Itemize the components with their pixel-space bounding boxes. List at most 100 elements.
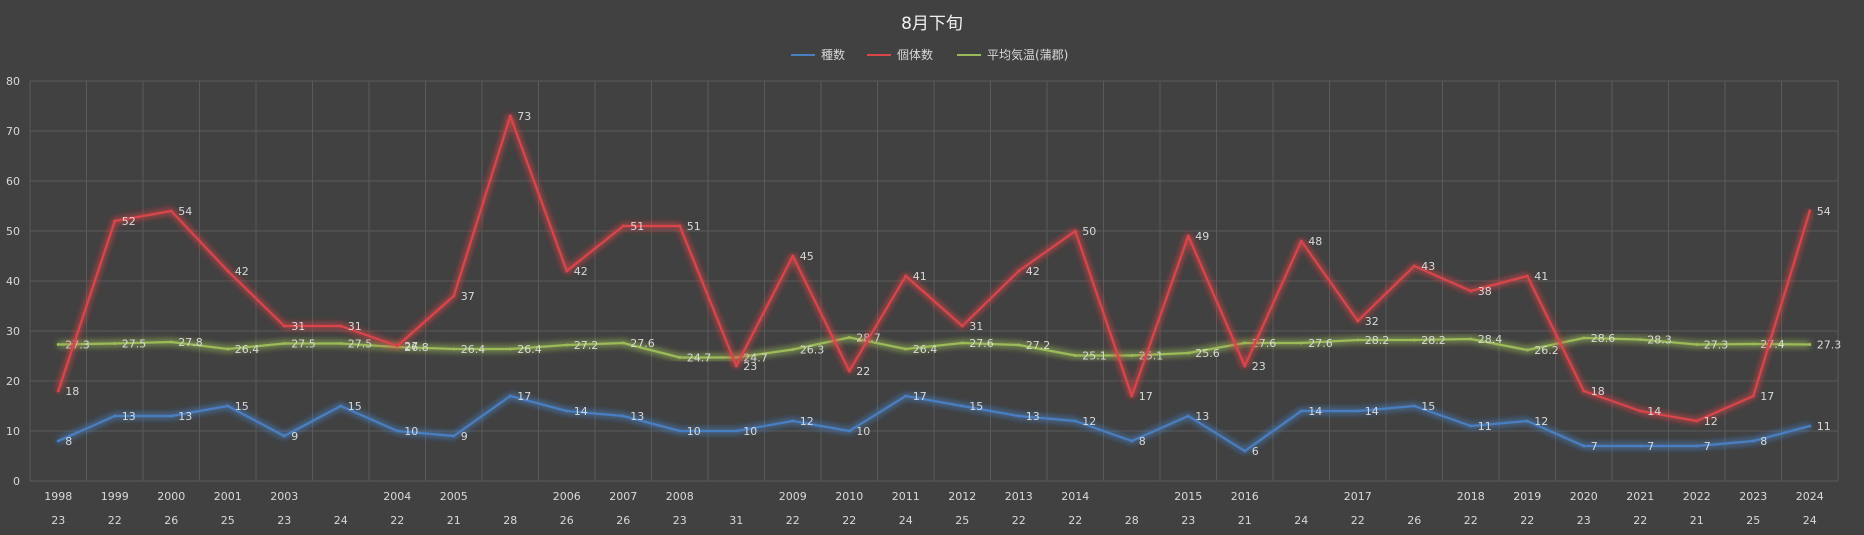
x-tick-day: 22 xyxy=(1520,514,1534,527)
data-point xyxy=(734,364,738,368)
data-label: 27.5 xyxy=(122,338,147,351)
data-point xyxy=(1412,404,1416,408)
data-label: 12 xyxy=(1082,415,1096,428)
legend-label: 個体数 xyxy=(897,47,933,62)
x-tick-year: 2013 xyxy=(1005,490,1033,503)
data-point xyxy=(1299,239,1303,243)
data-point xyxy=(1186,234,1190,238)
data-point xyxy=(1017,414,1021,418)
x-tick-year: 2023 xyxy=(1739,490,1767,503)
x-tick-year: 2017 xyxy=(1344,490,1372,503)
data-label: 27 xyxy=(404,340,418,353)
x-tick-year: 2003 xyxy=(270,490,298,503)
data-point xyxy=(1469,424,1473,428)
x-tick-day: 22 xyxy=(1351,514,1365,527)
data-label: 22 xyxy=(856,365,870,378)
data-point xyxy=(960,404,964,408)
data-label: 42 xyxy=(574,265,588,278)
data-point xyxy=(1525,348,1529,352)
data-point xyxy=(847,429,851,433)
data-point xyxy=(1582,444,1586,448)
data-label: 27.2 xyxy=(1026,339,1051,352)
data-point xyxy=(1243,341,1247,345)
data-label: 27.6 xyxy=(1308,337,1333,350)
data-point xyxy=(1469,337,1473,341)
data-label: 27.3 xyxy=(65,339,90,352)
x-tick-day: 21 xyxy=(1690,514,1704,527)
data-point xyxy=(1751,394,1755,398)
data-point xyxy=(282,434,286,438)
data-label: 18 xyxy=(65,385,79,398)
data-label: 54 xyxy=(1817,205,1831,218)
x-tick-day: 25 xyxy=(221,514,235,527)
legend: 種数 個体数 平均気温(蒲郡) xyxy=(791,47,1068,62)
y-tick-label: 50 xyxy=(6,225,20,238)
x-tick-year: 2007 xyxy=(609,490,637,503)
data-point xyxy=(734,429,738,433)
data-label: 12 xyxy=(1534,415,1548,428)
x-tick-day: 22 xyxy=(842,514,856,527)
data-point xyxy=(904,394,908,398)
x-tick-year: 2004 xyxy=(383,490,411,503)
y-tick-label: 30 xyxy=(6,325,20,338)
data-point xyxy=(1525,274,1529,278)
data-label: 51 xyxy=(630,220,644,233)
x-tick-day: 31 xyxy=(729,514,743,527)
x-tick-year: 2011 xyxy=(892,490,920,503)
data-label: 23 xyxy=(1252,360,1266,373)
data-label: 7 xyxy=(1647,440,1654,453)
data-point xyxy=(960,324,964,328)
data-point xyxy=(226,269,230,273)
x-tick-day: 23 xyxy=(673,514,687,527)
x-tick-year: 2009 xyxy=(779,490,807,503)
legend-label: 種数 xyxy=(821,47,845,62)
series-1: 18 52 54 42 31 31 27 37 73 42 51 51 23 45 22 41 31 42 50 17… xyxy=(56,110,1831,428)
data-point xyxy=(1356,319,1360,323)
data-label: 24.7 xyxy=(687,352,712,365)
data-point xyxy=(1751,342,1755,346)
x-tick-day: 23 xyxy=(277,514,291,527)
data-point xyxy=(621,341,625,345)
series-2: 27.3 27.5 27.8 26.4 27.5 27.5 26.8 26.4 26.4 27.2… xyxy=(56,332,1842,365)
data-point xyxy=(169,414,173,418)
data-point xyxy=(1356,338,1360,342)
data-point xyxy=(1412,338,1416,342)
x-tick-day: 24 xyxy=(899,514,913,527)
data-label: 28.2 xyxy=(1365,334,1390,347)
data-point xyxy=(1299,341,1303,345)
data-label: 26.4 xyxy=(913,343,938,356)
x-tick-year: 1998 xyxy=(44,490,72,503)
data-point xyxy=(452,434,456,438)
data-point xyxy=(1582,389,1586,393)
data-point xyxy=(1808,424,1812,428)
data-point xyxy=(1243,449,1247,453)
data-label: 38 xyxy=(1478,285,1492,298)
x-tick-day: 23 xyxy=(1181,514,1195,527)
data-point xyxy=(1017,343,1021,347)
x-tick-day: 22 xyxy=(1068,514,1082,527)
data-point xyxy=(1695,343,1699,346)
x-tick-year: 2018 xyxy=(1457,490,1485,503)
y-tick-label: 80 xyxy=(6,75,20,88)
data-label: 13 xyxy=(630,410,644,423)
data-label: 10 xyxy=(856,425,870,438)
data-point xyxy=(791,254,795,258)
series-line xyxy=(57,114,1811,423)
data-point xyxy=(1412,264,1416,268)
data-point xyxy=(1130,354,1134,357)
y-tick-label: 0 xyxy=(13,475,20,488)
x-tick-day: 23 xyxy=(1577,514,1591,527)
data-label: 27.3 xyxy=(1817,339,1842,352)
x-tick-year: 2005 xyxy=(440,490,468,503)
data-label: 28.3 xyxy=(1647,334,1672,347)
x-tick-year: 2001 xyxy=(214,490,242,503)
data-label: 9 xyxy=(291,430,298,443)
data-point xyxy=(1243,364,1247,368)
data-point xyxy=(565,409,569,413)
data-point xyxy=(1525,419,1529,423)
data-label: 14 xyxy=(574,405,588,418)
x-tick-day: 23 xyxy=(51,514,65,527)
data-label: 27.6 xyxy=(1252,337,1277,350)
data-label: 42 xyxy=(235,265,249,278)
